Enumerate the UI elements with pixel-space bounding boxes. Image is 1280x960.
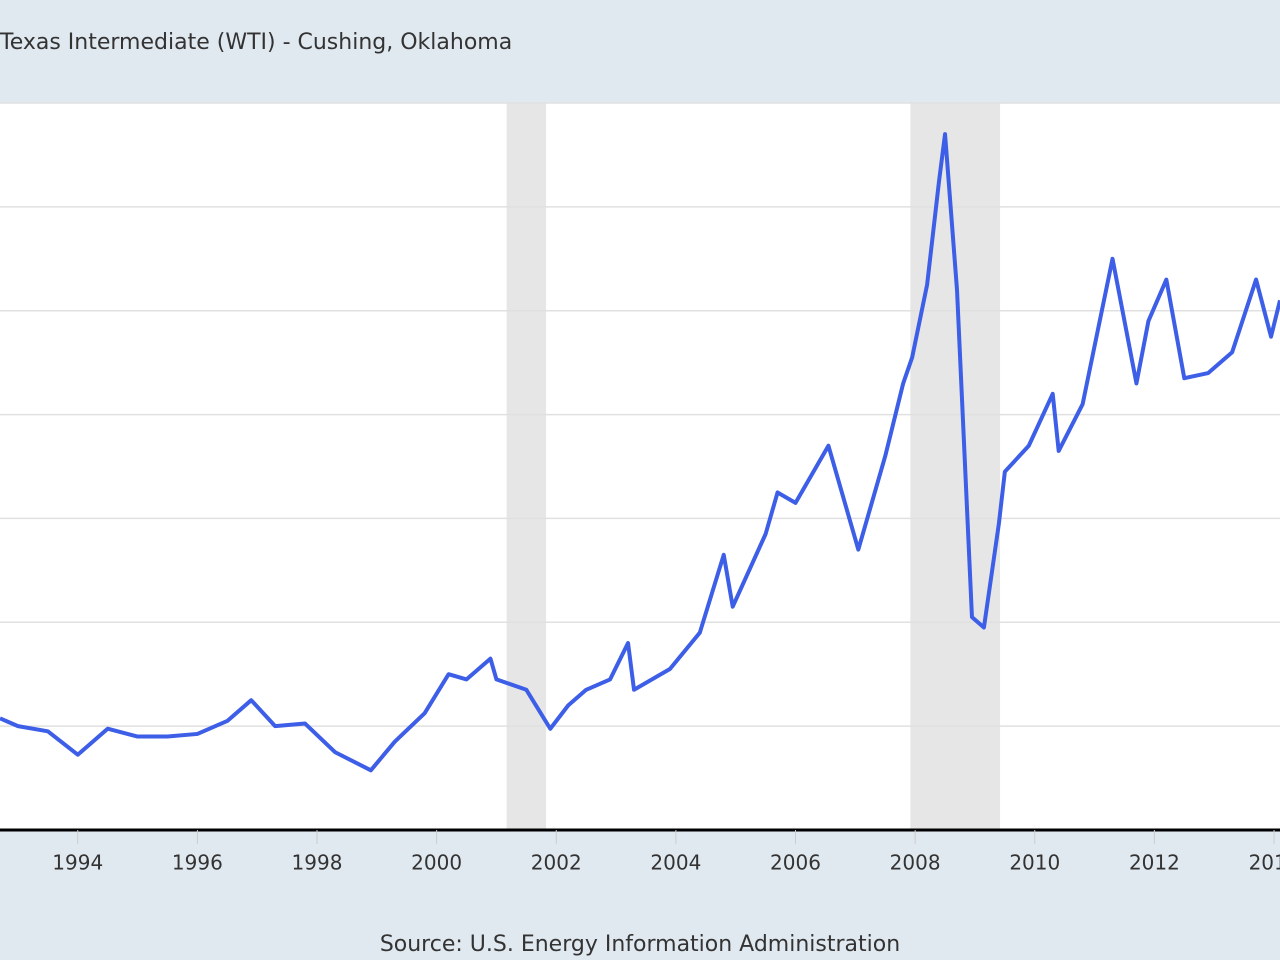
data-line (0, 132, 1280, 773)
x-tick-label: 1998 (292, 851, 343, 875)
x-tick-label: 2008 (890, 851, 941, 875)
recession-band (506, 103, 547, 830)
x-tick-label: 2010 (1009, 851, 1060, 875)
x-tick-label: 2014 (1249, 851, 1280, 875)
source: Source: U.S. Energy Information Administ… (380, 932, 900, 957)
x-tick-label: 2012 (1129, 851, 1180, 875)
x-tick-label: 2006 (770, 851, 821, 875)
x-tick-label: 2004 (650, 851, 701, 875)
x-tick-label: 2000 (411, 851, 462, 875)
plot-area (0, 103, 1280, 830)
x-tick-label: 2002 (531, 851, 582, 875)
x-tick-label: 1996 (172, 851, 223, 875)
recession-band (910, 103, 1001, 830)
chart-title: Texas Intermediate (WTI) - Cushing, Okla… (0, 30, 512, 55)
x-tick-label: 1994 (52, 851, 103, 875)
